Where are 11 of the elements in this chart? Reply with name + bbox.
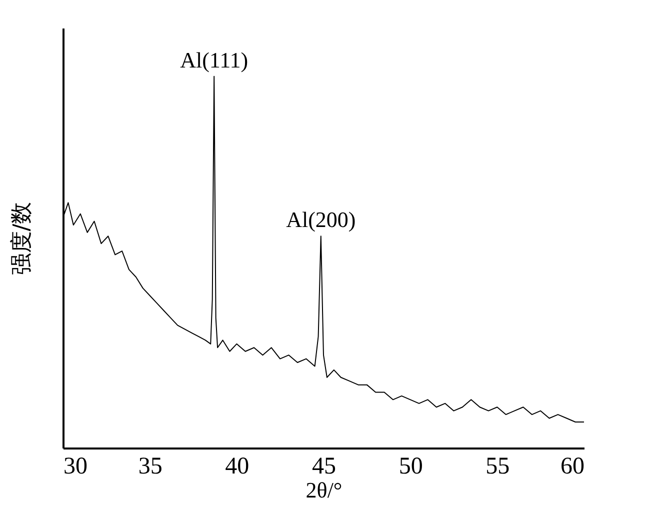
x-tick-label: 60	[560, 454, 584, 480]
x-tick-label: 35	[138, 454, 162, 480]
annotation: Al(111)	[180, 47, 248, 72]
x-tick-label: 50	[398, 454, 423, 480]
y-axis-title: 强度/数	[10, 202, 34, 276]
x-tick-label: 30	[64, 454, 88, 480]
x-tick-label: 40	[225, 454, 250, 480]
annotation: Al(200)	[286, 207, 356, 232]
x-axis-title: 2θ/°	[306, 478, 342, 502]
x-tick-label: 45	[312, 454, 336, 480]
x-tick-label: 55	[486, 454, 510, 480]
